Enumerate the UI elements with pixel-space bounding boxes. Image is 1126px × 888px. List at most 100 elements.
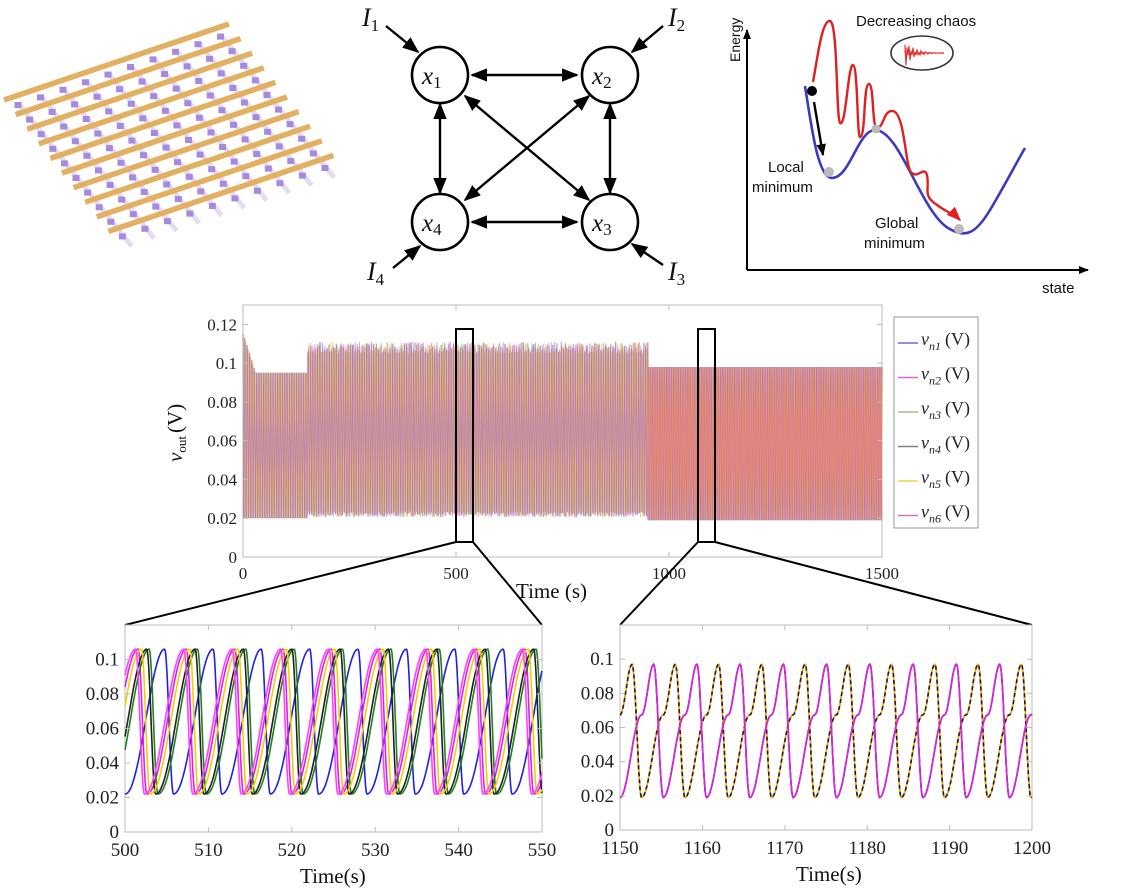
top-electrode — [14, 35, 242, 118]
chaos-inset-ellipse — [890, 35, 954, 71]
memristor-cell — [298, 172, 306, 179]
memristor-cell — [231, 195, 239, 202]
memristor-cell — [129, 174, 137, 181]
memristor-cell — [138, 78, 146, 85]
zoom-window-2 — [697, 328, 716, 543]
memristor-cell — [162, 144, 170, 151]
x-tick-label: 500 — [111, 840, 140, 861]
memristor-cell — [163, 181, 171, 188]
memristor-cell — [141, 225, 149, 232]
memristor-cell — [240, 99, 248, 106]
x-tick-label: 1170 — [766, 838, 803, 859]
memristor-cell — [163, 218, 171, 225]
y-tick-label: 0.02 — [207, 509, 237, 528]
node-label-x3: x3 — [591, 210, 612, 239]
network-diagram: x1 x2 x3 x4 I1 I2 I3 I4 — [361, 3, 685, 289]
memristor-cell — [252, 114, 260, 121]
memristor-cell — [118, 233, 126, 240]
memristor-cell — [174, 196, 182, 202]
memristor-cell — [321, 165, 329, 171]
energy-axis-label: Energy — [727, 18, 743, 62]
memristor-cell — [264, 165, 272, 172]
memristor-cell — [71, 101, 79, 108]
memristor-cell — [84, 189, 92, 196]
memristor-cell — [140, 189, 148, 195]
memristor-cell — [298, 135, 306, 142]
local-minimum-label-1: Local — [768, 159, 804, 176]
memristor-cell — [275, 106, 282, 113]
memristor-cell — [218, 107, 226, 114]
legend-label: vn3 (V) — [921, 398, 970, 422]
y-tick-label: 0.06 — [581, 718, 614, 739]
main-plot-traces — [242, 334, 883, 521]
zoom-connector — [714, 541, 1033, 626]
legend-label: vn6 (V) — [921, 502, 970, 526]
input-arrow-1 — [385, 25, 420, 54]
memristor-cell — [185, 137, 192, 143]
top-electrode — [95, 138, 323, 220]
memristor-cell — [71, 138, 79, 145]
memristor-cell — [95, 167, 102, 174]
state-axis-label: state — [1042, 280, 1075, 297]
memristor-cell — [219, 180, 227, 187]
memristor-cell — [208, 203, 216, 209]
memristor-cell — [309, 150, 317, 157]
memristor-cell — [26, 116, 34, 123]
zoom-connector — [124, 541, 457, 626]
memristor-cell — [196, 151, 204, 158]
y-tick-label: 0 — [110, 822, 120, 843]
y-tick-label: 0.04 — [86, 753, 120, 774]
local-minimum-label-2: minimum — [752, 179, 813, 196]
energy-title: Decreasing chaos — [856, 13, 976, 30]
memristor-cell — [94, 130, 102, 137]
memristor-cell — [82, 116, 90, 122]
memristor-cell — [230, 121, 237, 128]
descent-arrow — [812, 101, 826, 157]
x-tick-label: 510 — [194, 840, 223, 861]
node-label-x4: x4 — [421, 210, 442, 239]
memristor-cell — [48, 109, 56, 115]
memristor-cell — [127, 100, 135, 107]
input-arrow-4 — [392, 244, 422, 269]
zoom2-axes — [619, 624, 1033, 831]
top-electrode — [26, 50, 254, 132]
memristor-cell — [104, 71, 112, 78]
trace-vn5 — [124, 648, 543, 795]
memristor-cell — [240, 62, 248, 69]
trace-vn6 — [124, 648, 543, 795]
zoom-plot-1150-1200: 1150 1160 1170 1180 1190 1200 0 0.02 0.04 0.06 0.0… — [581, 624, 1051, 886]
x-tick-label: 1200 — [1013, 838, 1051, 859]
chaos-decay-signal-icon — [904, 44, 945, 66]
memristor-cell — [208, 166, 216, 173]
memristor-cell — [287, 158, 295, 164]
y-tick-label: 0.1 — [95, 650, 119, 671]
memristor-cell — [207, 129, 215, 136]
x-tick-label: 1190 — [931, 838, 968, 859]
top-electrode — [3, 21, 230, 103]
memristor-cell — [151, 166, 159, 173]
y-tick-label: 0.1 — [216, 354, 237, 373]
global-minimum-label-1: Global — [875, 215, 918, 232]
top-electrode — [49, 79, 277, 162]
memristor-cell — [149, 56, 157, 63]
memristor-cell — [161, 107, 169, 114]
node-x3 — [580, 192, 640, 252]
memristor-cell — [217, 33, 224, 40]
chaotic-trajectory-curve — [811, 19, 962, 222]
memristor-cell — [206, 92, 214, 99]
local-maximum-marker — [871, 124, 881, 134]
memristor-cell — [107, 218, 115, 225]
input-arrow-2 — [630, 25, 664, 54]
top-electrode — [61, 94, 288, 176]
memristor-cell — [242, 173, 250, 180]
zoom-connector — [619, 541, 699, 626]
node-x2 — [580, 45, 640, 105]
memristor-cell — [106, 182, 114, 188]
input-label-I1: I1 — [361, 3, 379, 35]
y-tick-label: 0.02 — [581, 786, 614, 807]
memristor-cell — [286, 121, 294, 128]
memristor-cell — [251, 77, 259, 84]
y-tick-label: 0 — [229, 548, 238, 567]
memristor-cell — [93, 93, 101, 100]
